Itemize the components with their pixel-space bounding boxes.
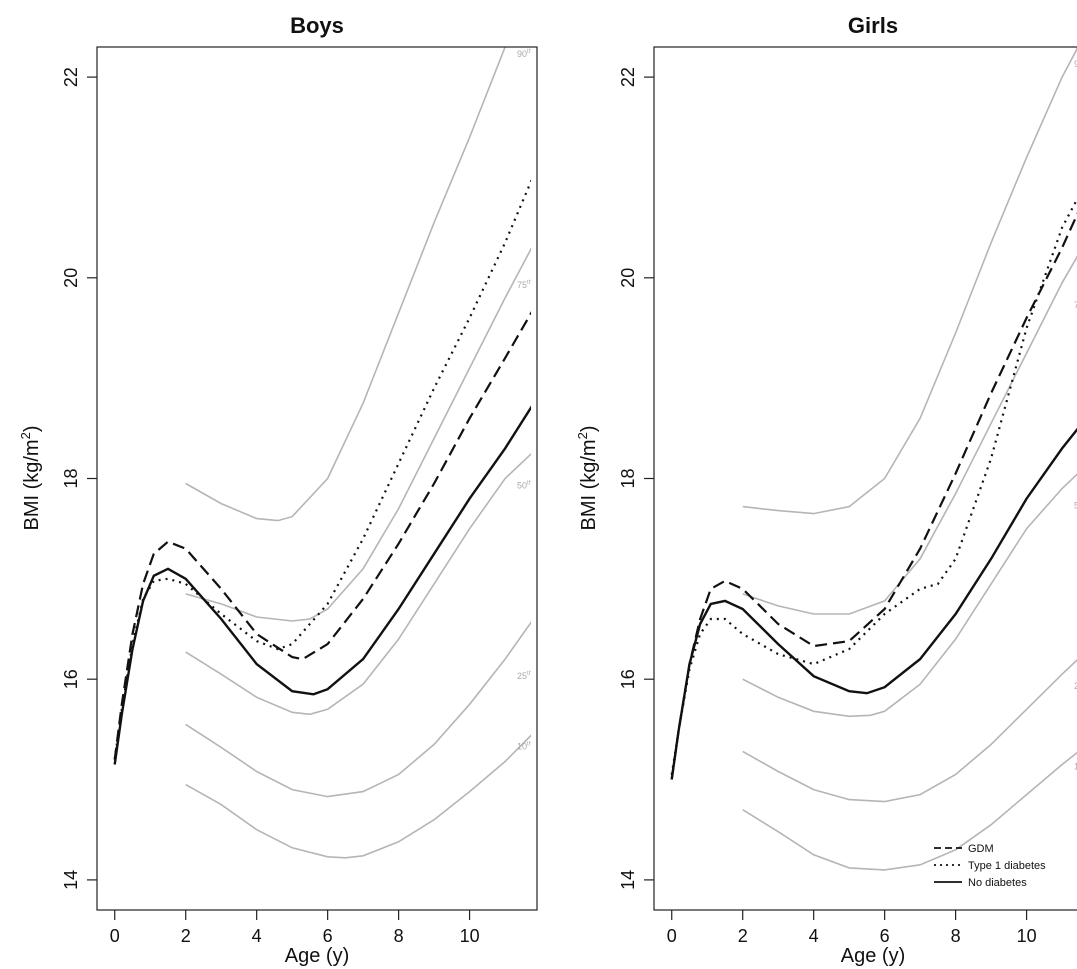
x-tick-label: 2	[738, 926, 748, 946]
percentile-50-label: 50th	[517, 481, 532, 491]
y-tick-label: 22	[61, 67, 81, 87]
y-tick-label: 16	[61, 669, 81, 689]
x-tick-label: 8	[394, 926, 404, 946]
percentile-25-line	[742, 659, 1077, 803]
x-tick-label: 10	[460, 926, 480, 946]
y-tick-label: 20	[618, 268, 638, 288]
percentile-75-label: 75th	[517, 280, 532, 290]
percentile-90-label: 90th	[517, 49, 532, 59]
percentile-75-line	[742, 255, 1077, 615]
series-no-diabetes-line	[113, 405, 531, 765]
legend-label: Type 1 diabetes	[968, 860, 1046, 872]
percentile-90-label: 90th	[1074, 59, 1077, 69]
x-tick-label: 4	[252, 926, 262, 946]
percentile-75-label: 75th	[1074, 300, 1077, 310]
x-tick-label: 4	[809, 926, 819, 946]
y-tick-label: 22	[618, 67, 638, 87]
legend: GDM Type 1 diabetes No diabetes	[934, 843, 1046, 889]
panel-title: Boys	[290, 13, 344, 38]
percentile-90-line	[742, 47, 1077, 515]
x-tick-label: 0	[110, 926, 120, 946]
x-tick-label: 2	[181, 926, 191, 946]
x-tick-label: 0	[667, 926, 677, 946]
percentile-90-line	[185, 47, 507, 522]
series-type-1-diabetes-line	[113, 178, 531, 760]
series-type-1-diabetes-line	[670, 197, 1077, 775]
panel-title: Girls	[848, 13, 898, 38]
y-axis-label: BMI (kg/m2)	[575, 425, 600, 530]
panel-girls: Girls 90th 75th 50th 25th 10th 14 16 18 20 22 0 2…	[575, 13, 1077, 967]
x-axis-label: Age (y)	[841, 945, 905, 967]
percentile-50-line	[742, 473, 1077, 718]
y-axis-label: BMI (kg/m2)	[18, 425, 43, 530]
y-tick-label: 16	[618, 669, 638, 689]
x-tick-label: 6	[880, 926, 890, 946]
series-gdm-line	[670, 212, 1077, 780]
y-tick-label: 18	[61, 468, 81, 488]
plot-frame	[96, 46, 538, 911]
x-axis: 0 2 4 6 8 10	[667, 910, 1037, 946]
percentile-25-label: 25th	[1074, 681, 1077, 691]
percentile-10-line	[185, 734, 531, 859]
y-tick-label: 14	[618, 870, 638, 890]
percentile-50-line	[185, 452, 531, 716]
y-tick-label: 20	[61, 268, 81, 288]
series-no-diabetes-line	[670, 427, 1077, 780]
plot-area: 90th 75th 50th 25th 10th	[113, 47, 532, 859]
percentile-50-label: 50th	[1074, 501, 1077, 511]
series-gdm-line	[113, 311, 531, 760]
x-axis-label: Age (y)	[285, 945, 349, 967]
x-tick-label: 8	[951, 926, 961, 946]
x-tick-label: 10	[1017, 926, 1037, 946]
percentile-25-line	[185, 621, 531, 798]
x-axis: 0 2 4 6 8 10	[110, 910, 480, 946]
percentile-10-label: 10th	[517, 741, 532, 751]
plot-frame	[653, 46, 1077, 911]
y-axis: 14 16 18 20 22	[618, 67, 654, 890]
y-tick-label: 18	[618, 468, 638, 488]
percentile-10-line	[742, 751, 1077, 871]
legend-label: No diabetes	[968, 877, 1027, 889]
panel-boys: Boys 90th 75th 50th 25th 10th 14 16 18 20 22 0 2 4…	[18, 13, 538, 967]
x-tick-label: 6	[323, 926, 333, 946]
percentile-25-label: 25th	[517, 671, 532, 681]
y-axis: 14 16 18 20 22	[61, 67, 97, 890]
percentile-10-label: 10th	[1074, 762, 1077, 772]
legend-label: GDM	[968, 843, 994, 855]
y-tick-label: 14	[61, 870, 81, 890]
percentile-75-line	[185, 247, 531, 622]
plot-area: 90th 75th 50th 25th 10th	[670, 47, 1077, 871]
